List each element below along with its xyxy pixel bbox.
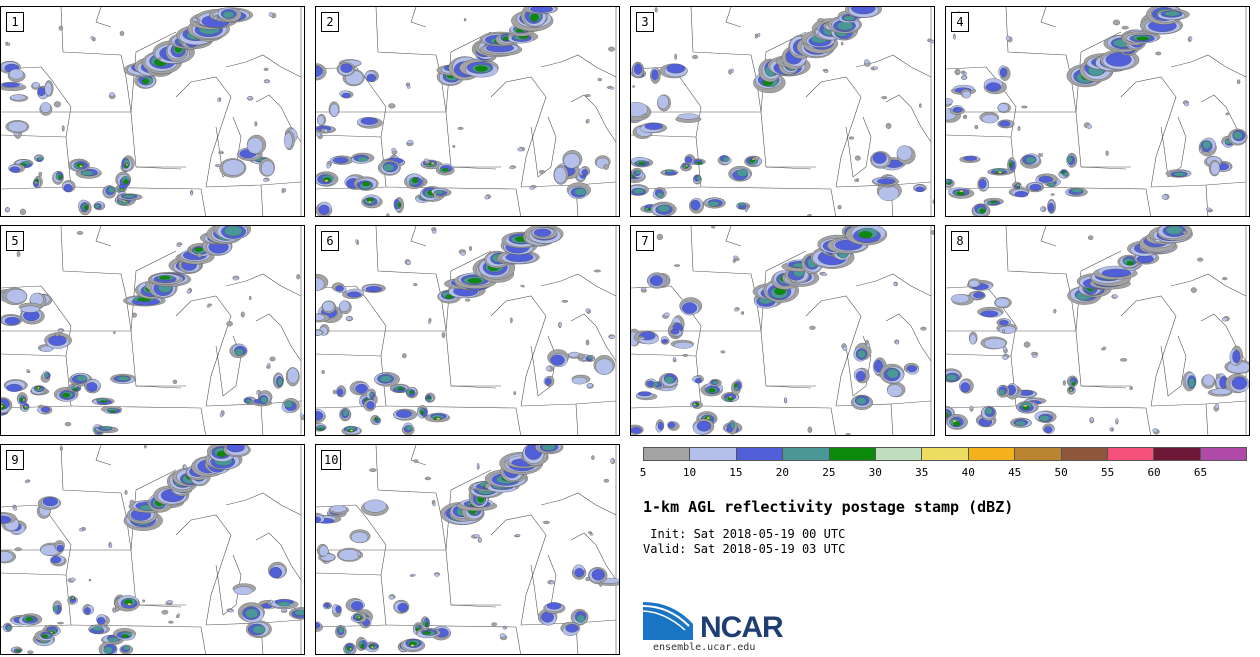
panel-number: 8 — [951, 231, 969, 251]
map-panel: 4 — [945, 6, 1250, 217]
reflectivity-map — [946, 226, 1249, 435]
panel-number: 6 — [321, 231, 339, 251]
colorbar-tick-label: 50 — [1054, 466, 1068, 479]
valid-time: Valid: Sat 2018-05-19 03 UTC — [643, 542, 846, 556]
colorbar-tick-label: 45 — [1008, 466, 1022, 479]
reflectivity-map — [631, 226, 934, 435]
ncar-logo-icon — [643, 602, 693, 640]
map-panel: 7 — [630, 225, 935, 436]
reflectivity-map — [316, 7, 617, 216]
reflectivity-map — [316, 226, 617, 435]
reflectivity-map — [946, 7, 1248, 216]
reflectivity-map — [1, 7, 302, 216]
panel-number: 9 — [6, 450, 24, 470]
colorbar-swatch — [829, 448, 876, 460]
site-url: ensemble.ucar.edu — [653, 642, 756, 653]
reflectivity-map — [316, 445, 619, 654]
colorbar-tick-label: 10 — [682, 466, 697, 479]
colorbar-swatch — [968, 448, 1016, 460]
colorbar-tick-label: 25 — [822, 466, 836, 479]
colorbar-swatch — [736, 448, 784, 460]
map-panel: 10 — [315, 444, 620, 655]
panel-number: 7 — [636, 231, 654, 251]
reflectivity-map — [631, 7, 934, 216]
panel-number: 1 — [6, 12, 24, 32]
colorbar-tick-label: 55 — [1100, 466, 1115, 479]
colorbar-swatch — [875, 448, 923, 460]
map-panel: 3 — [630, 6, 935, 217]
colorbar-swatch — [1061, 448, 1108, 460]
colorbar-swatch — [690, 448, 737, 460]
colorbar-tick-label: 20 — [775, 466, 789, 479]
colorbar-swatch — [1015, 448, 1062, 460]
panel-number: 10 — [321, 450, 342, 470]
map-panel: 1 — [0, 6, 305, 217]
map-panel: 8 — [945, 225, 1250, 436]
panel-number: 5 — [6, 231, 24, 251]
map-panel: 9 — [0, 444, 305, 655]
panel-number: 4 — [951, 12, 969, 32]
panel-number: 3 — [636, 12, 654, 32]
colorbar-swatch — [1200, 448, 1247, 460]
map-panel: 2 — [315, 6, 620, 217]
colorbar-tick-label: 40 — [961, 466, 975, 479]
figure-title: 1-km AGL reflectivity postage stamp (dBZ… — [643, 498, 1014, 516]
reflectivity-colorbar — [643, 447, 1247, 461]
colorbar-tick-label: 35 — [915, 466, 929, 479]
panel-number: 2 — [321, 12, 339, 32]
colorbar-tick-label: 5 — [639, 466, 647, 479]
colorbar-swatch — [783, 448, 830, 460]
reflectivity-map — [1, 445, 304, 654]
colorbar-tick-label: 60 — [1147, 466, 1161, 479]
colorbar-swatch — [922, 448, 969, 460]
init-time: Init: Sat 2018-05-19 00 UTC — [643, 527, 846, 541]
colorbar-swatch — [1154, 448, 1201, 460]
colorbar-swatch — [1107, 448, 1155, 460]
map-panel: 6 — [315, 225, 620, 436]
colorbar-tick-label: 30 — [868, 466, 882, 479]
logo-text: NCAR — [700, 611, 784, 644]
colorbar-tick-label: 15 — [729, 466, 743, 479]
colorbar-tick-label: 65 — [1193, 466, 1208, 479]
colorbar-swatch — [644, 448, 691, 460]
map-panel: 5 — [0, 225, 305, 436]
reflectivity-map — [1, 226, 304, 435]
